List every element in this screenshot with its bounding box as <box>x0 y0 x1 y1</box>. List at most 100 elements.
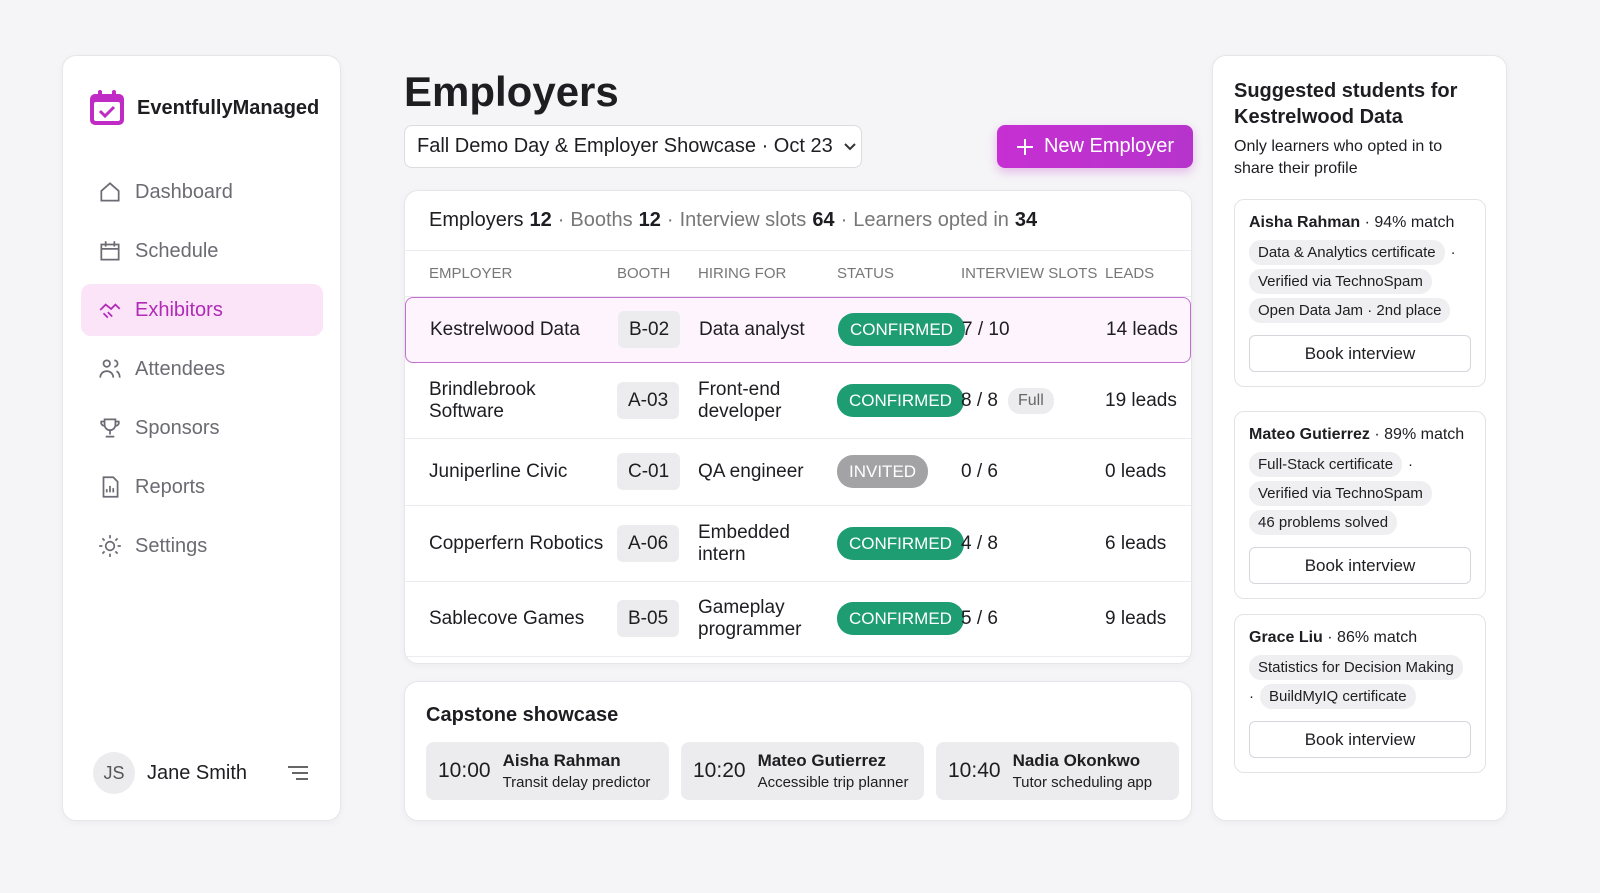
capstone-slot[interactable]: 10:40 Nadia Okonkwo Tutor scheduling app <box>936 742 1179 800</box>
tag: 46 problems solved <box>1249 510 1398 535</box>
summary-value: 34 <box>1014 209 1038 231</box>
separator: · <box>1327 629 1333 646</box>
student-name: Grace Liu <box>1249 629 1323 646</box>
book-interview-button[interactable]: Book interview <box>1249 335 1471 372</box>
slots-cell: 7 / 10 <box>962 319 1010 341</box>
separator: · <box>666 209 674 231</box>
project-name: Tutor scheduling app <box>1012 774 1153 791</box>
nav-label: Attendees <box>135 357 226 380</box>
nav: Dashboard Schedule Exhibitors Attendees Spon… <box>81 166 323 579</box>
nav-icon <box>99 535 121 557</box>
nav-icon <box>100 182 120 202</box>
nav-item[interactable]: Schedule <box>81 225 323 277</box>
nav-item[interactable]: Attendees <box>81 343 323 395</box>
slots-cell: 5 / 6 <box>961 608 998 630</box>
match: 86% match <box>1337 629 1418 646</box>
nav-label: Exhibitors <box>135 298 223 321</box>
summary-label: Booths <box>570 209 633 231</box>
booth-cell: B-05 <box>617 600 680 637</box>
nav-label: Sponsors <box>135 416 220 439</box>
hiring-for: Gameplay programmer <box>698 597 802 640</box>
employer-name: Sablecove Games <box>429 608 585 629</box>
nav-item[interactable]: Dashboard <box>81 166 323 218</box>
status-badge: CONFIRMED <box>837 526 964 560</box>
book-interview-button[interactable]: Book interview <box>1249 547 1471 584</box>
brand: EventfullyManaged <box>87 88 319 128</box>
summary-label: Learners opted in <box>853 209 1009 231</box>
match: 89% match <box>1384 426 1465 443</box>
book-interview-button[interactable]: Book interview <box>1249 721 1471 758</box>
suggestions-subtitle: Only learners who opted in to share thei… <box>1234 138 1443 177</box>
avatar: JS <box>93 752 135 794</box>
user[interactable]: JS Jane Smith <box>93 752 310 794</box>
tag: BuildMyIQ certificate <box>1260 684 1416 709</box>
table-row[interactable]: Sablecove Games B-05 Gameplay programmer CO… <box>405 582 1191 657</box>
nav-icon <box>102 476 119 498</box>
tags: Full-Stack certificate · Verified via Tech… <box>1249 452 1471 535</box>
match: 94% match <box>1374 214 1455 231</box>
booth: B-05 <box>617 600 680 637</box>
student-name: Aisha Rahman <box>1249 214 1361 231</box>
slot-time: 10:20 <box>693 759 746 782</box>
slots-cell: 0 / 6 <box>961 461 998 483</box>
page-title: Employers <box>404 68 619 115</box>
slot-details: Nadia Okonkwo Tutor scheduling app <box>1013 751 1153 791</box>
separator: · <box>557 209 565 231</box>
interview-slots: 0 / 6 <box>961 461 998 482</box>
tag: Data & Analytics certificate <box>1249 240 1445 265</box>
student-header: Grace Liu · 86% match <box>1249 629 1471 647</box>
capstone-slot[interactable]: 10:20 Mateo Gutierrez Accessible trip plan… <box>681 742 924 800</box>
summary-value: 12 <box>529 209 552 231</box>
summary: Employers 12 · Booths 12 · Interview slots 64 · L… <box>405 191 1191 251</box>
capstone-title: Capstone showcase <box>426 704 619 726</box>
nav-label: Dashboard <box>135 180 233 203</box>
suggestions-panel: Suggested students for Kestrelwood Data … <box>1212 55 1507 821</box>
nav-item[interactable]: Exhibitors <box>81 284 323 336</box>
student-header: Mateo Gutierrez · 89% match <box>1249 426 1471 444</box>
student-card: Mateo Gutierrez · 89% match Full-Stack ce… <box>1234 411 1486 599</box>
sidebar: EventfullyManaged Dashboard Schedule Exhib… <box>62 55 341 821</box>
student-name: Mateo Gutierrez <box>1249 426 1370 443</box>
column-header: HIRING FOR <box>698 265 787 282</box>
menu-icon[interactable] <box>286 763 310 783</box>
student-name: Mateo Gutierrez <box>757 751 887 770</box>
new-employer-button[interactable]: New Employer <box>997 125 1193 168</box>
summary-label: Employers <box>429 209 524 231</box>
booth: C-01 <box>617 453 681 490</box>
nav-icon <box>99 359 121 378</box>
interview-slots: 7 / 10 <box>962 319 1010 340</box>
slots-cell: 4 / 8 <box>961 533 998 555</box>
booth-cell: B-02 <box>618 311 681 348</box>
tag: Verified via TechnoSpam <box>1249 481 1432 506</box>
column-header: STATUS <box>837 265 894 282</box>
nav-item[interactable]: Sponsors <box>81 402 323 454</box>
table-row[interactable]: Juniperline Civic C-01 QA engineer INVITED 0… <box>405 439 1191 506</box>
student-name: Aisha Rahman <box>502 751 621 770</box>
status-badge: CONFIRMED <box>837 602 964 635</box>
event-select[interactable]: Fall Demo Day & Employer Showcase · Oct … <box>404 125 862 168</box>
nav-item[interactable]: Reports <box>81 461 323 513</box>
hiring-for: Embedded intern <box>698 521 790 565</box>
logo <box>90 90 124 125</box>
employer-name: Copperfern Robotics <box>429 532 604 554</box>
table-row[interactable]: Kestrelwood Data B-02 Data analyst CONFIRME… <box>405 297 1191 363</box>
user-name: Jane Smith <box>147 761 248 784</box>
table-row[interactable]: Brindlebrook Software A-03 Front-end devel… <box>405 363 1191 439</box>
event-name: Fall Demo Day & Employer Showcase · Oct … <box>417 135 833 157</box>
nav-label: Schedule <box>135 239 219 262</box>
nav-item[interactable]: Settings <box>81 520 323 572</box>
nav-label: Settings <box>135 534 208 557</box>
hiring-for: Data analyst <box>699 319 805 340</box>
capstone-slot[interactable]: 10:00 Aisha Rahman Transit delay predictor <box>426 742 669 800</box>
status-cell: CONFIRMED <box>837 383 964 417</box>
status-cell: CONFIRMED <box>837 526 964 560</box>
nav-icon <box>100 241 120 261</box>
status-badge: CONFIRMED <box>838 313 965 346</box>
employer-name: Juniperline Civic <box>429 461 568 482</box>
status-cell: CONFIRMED <box>837 602 964 635</box>
status-cell: CONFIRMED <box>838 313 965 346</box>
booth: B-02 <box>618 311 681 348</box>
table-row[interactable]: Copperfern Robotics A-06 Embedded intern CO… <box>405 506 1191 582</box>
leads: 6 leads <box>1105 532 1167 554</box>
